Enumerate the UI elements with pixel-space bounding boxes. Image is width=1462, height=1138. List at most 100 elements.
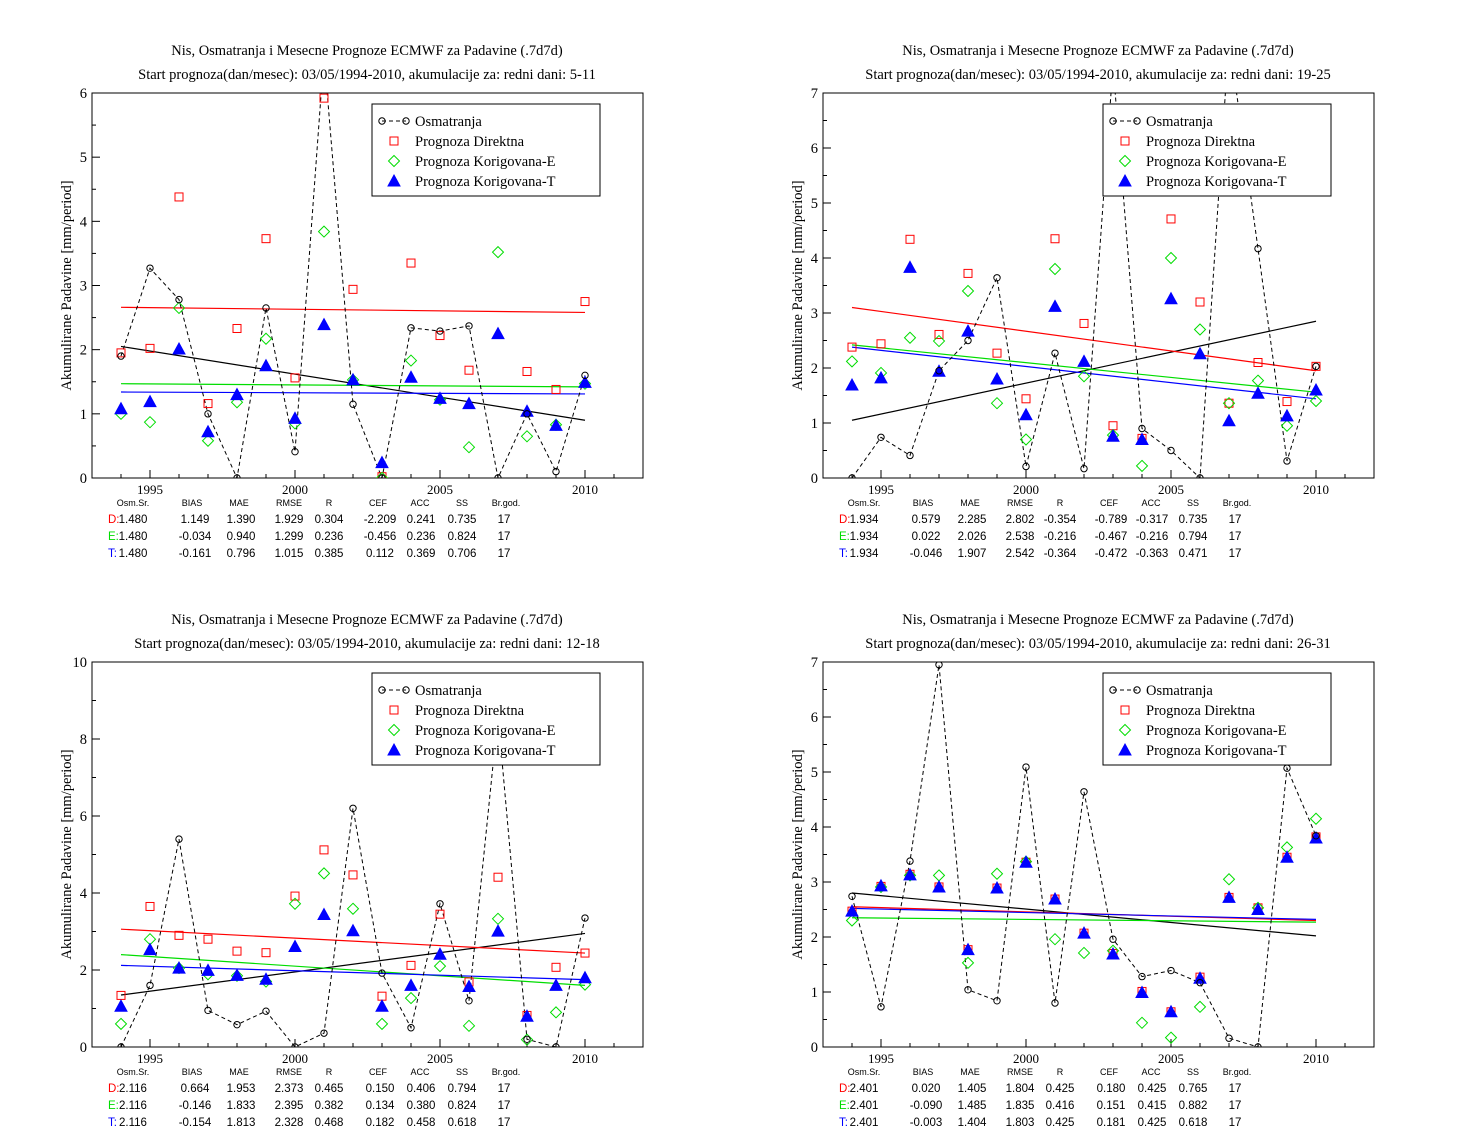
stats-cell: 0.020: [912, 1083, 941, 1095]
plot-area: [845, 662, 1323, 1047]
stats-cell: 0.415: [1138, 1100, 1167, 1112]
point-obs-2009: [552, 1043, 560, 1047]
point-E-2008: [520, 1033, 534, 1046]
stats-header-cell: CEF: [1100, 1067, 1119, 1077]
legend-marker-T: [387, 173, 401, 187]
point-obs-1995: [877, 1003, 885, 1011]
stats-cell: -0.354: [1044, 514, 1077, 526]
stats-cell: 1.934: [850, 531, 879, 543]
y-tick-label: 4: [811, 251, 819, 267]
point-D-2007: [493, 872, 503, 882]
point-E-1996: [903, 869, 917, 882]
series-D: [847, 832, 1321, 1017]
stats-cell: 0.182: [366, 1117, 395, 1129]
point-E-2002: [1077, 370, 1091, 383]
point-obs-1998: [964, 986, 972, 994]
point-E-1997: [932, 869, 946, 882]
point-E-2007: [491, 912, 505, 926]
point-T-2001: [317, 317, 331, 331]
point-D-2010: [580, 948, 590, 958]
stats-cell: -0.003: [910, 1117, 943, 1129]
point-obs-1998: [964, 336, 972, 345]
point-D-2009: [1282, 397, 1292, 407]
stats-cell: 0.241: [407, 514, 436, 526]
point-D-1999: [261, 234, 271, 244]
stats-cell: 17: [498, 1083, 511, 1095]
point-E-1998: [230, 969, 244, 982]
x-tick-label: 2005: [427, 482, 453, 497]
legend-entry: Prognoza Korigovana-T: [1146, 174, 1287, 190]
legend-entry: Prognoza Direktna: [415, 703, 525, 719]
y-tick-label: 0: [811, 1040, 818, 1056]
y-tick-label: 4: [80, 214, 88, 230]
point-D-2001: [319, 845, 329, 855]
stats-cell: 0.471: [1179, 548, 1208, 560]
point-E-2007: [1222, 396, 1236, 410]
stats-cell: 1.015: [275, 548, 304, 560]
point-D-1998: [232, 946, 242, 956]
series-D: [847, 214, 1321, 443]
point-D-1996: [174, 192, 184, 202]
point-E-2004: [404, 991, 418, 1005]
point-obs-2006: [1196, 978, 1204, 987]
stats-header-cell: RMSE: [1007, 1067, 1033, 1077]
point-obs-2006: [465, 997, 473, 1005]
point-D-1998: [232, 323, 242, 333]
point-obs-2008: [1254, 244, 1262, 253]
point-E-2005: [1164, 1031, 1178, 1044]
stats-cell: 0.134: [366, 1100, 395, 1112]
stats-cell: 0.425: [1138, 1117, 1167, 1129]
point-T-1997: [932, 879, 946, 893]
stats-header-cell: SS: [456, 1067, 468, 1077]
stats-row-label-E: E:: [108, 1100, 119, 1112]
x-tick-label: 2000: [282, 1051, 308, 1066]
point-obs-1997: [204, 410, 212, 418]
chart-title: Nis, Osmatranja i Mesecne Prognoze ECMWF…: [171, 43, 563, 59]
y-tick-label: 1: [80, 407, 87, 423]
point-obs-1999: [262, 304, 270, 312]
legend-marker-obs: [1109, 117, 1117, 125]
y-tick-label: 2: [811, 361, 818, 377]
point-D-1995: [145, 901, 155, 911]
point-E-1996: [172, 301, 186, 315]
stats-cell: 0.150: [366, 1083, 395, 1095]
point-E-2001: [1048, 932, 1062, 946]
stats-table: Osm.Sr. BIAS MAE RMSE R CEF ACC SS Br.god.D: 2.40…: [839, 1067, 1251, 1129]
stats-header-cell: SS: [1187, 1067, 1199, 1077]
point-E-2004: [404, 354, 418, 367]
stats-cell: 0.369: [407, 548, 436, 560]
point-T-1997: [201, 963, 215, 976]
point-obs-1998: [233, 1020, 241, 1029]
point-E-2006: [462, 1019, 476, 1033]
x-tick-label: 1995: [137, 1051, 163, 1066]
point-T-2001: [317, 907, 331, 921]
point-T-2004: [1135, 432, 1149, 445]
stats-cell: 17: [498, 514, 511, 526]
point-obs-2003: [378, 969, 386, 977]
stats-cell: 2.116: [119, 1100, 147, 1112]
stats-cell: 1.953: [227, 1083, 256, 1095]
point-T-2007: [491, 924, 505, 937]
trend-line-E: [851, 917, 1317, 923]
point-D-2002: [348, 284, 358, 294]
stats-header-cell: Br.god.: [492, 1067, 521, 1077]
legend-marker-obs: [1133, 117, 1141, 125]
stats-cell: 0.380: [407, 1100, 436, 1112]
stats-cell: 1.405: [958, 1083, 987, 1095]
stats-cell: 0.385: [315, 548, 344, 560]
point-T-1996: [903, 260, 917, 273]
stats-cell: 2.401: [850, 1083, 879, 1095]
legend-marker-obs: [402, 686, 410, 694]
point-obs-2007: [494, 474, 502, 478]
point-D-2004: [406, 258, 416, 268]
stats-header-cell: ACC: [410, 1067, 430, 1077]
point-D-2009: [551, 962, 561, 972]
chart-panel-days-19-25: Nis, Osmatranja i Mesecne Prognoze ECMWF…: [790, 35, 1375, 560]
point-obs-2008: [523, 410, 531, 418]
stats-cell: 0.425: [1046, 1117, 1075, 1129]
point-obs-2007: [1226, 35, 1232, 41]
point-T-1994: [845, 904, 859, 917]
point-D-2000: [1021, 394, 1031, 404]
y-tick-label: 7: [811, 86, 818, 102]
point-T-2007: [1222, 413, 1236, 427]
